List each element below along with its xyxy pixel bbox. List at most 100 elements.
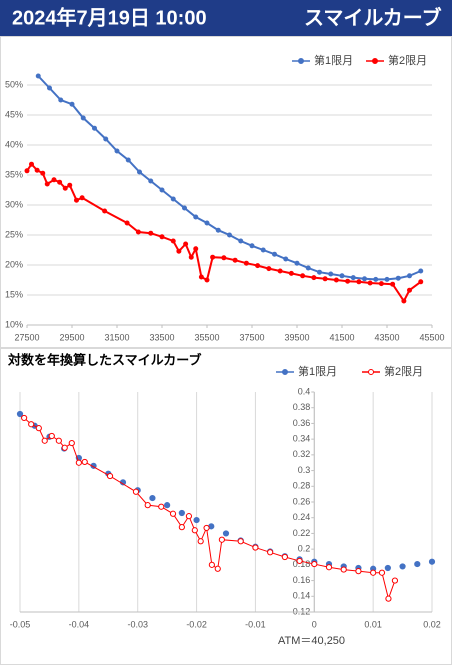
data-point <box>114 148 120 154</box>
data-point <box>75 459 82 466</box>
data-point <box>325 564 333 571</box>
data-point <box>222 530 230 537</box>
data-point <box>373 276 379 282</box>
data-point <box>204 220 210 226</box>
data-point <box>178 524 185 531</box>
data-point <box>322 276 328 282</box>
data-point <box>193 516 200 524</box>
data-point <box>170 238 176 244</box>
data-point <box>221 255 227 261</box>
data-point <box>103 136 109 142</box>
series-line <box>23 417 396 601</box>
data-point <box>135 229 141 235</box>
data-point <box>391 577 399 584</box>
data-point <box>170 196 176 202</box>
data-point <box>218 536 225 543</box>
data-point <box>182 205 187 211</box>
data-point <box>232 257 238 263</box>
data-point <box>102 208 108 214</box>
data-point <box>277 268 283 274</box>
x-tick-label: 45500 <box>419 332 444 342</box>
data-point <box>296 557 303 565</box>
data-point <box>67 182 73 188</box>
data-point <box>384 564 391 572</box>
data-point <box>35 425 42 432</box>
data-point <box>384 276 390 282</box>
x-tick-label: 41500 <box>329 332 354 342</box>
data-point <box>193 246 199 252</box>
data-point <box>414 560 421 568</box>
data-point <box>132 488 140 495</box>
y-tick-label: 20% <box>5 259 23 269</box>
data-point <box>29 161 34 167</box>
header-date: 2024年7月19日 10:00 <box>12 5 207 29</box>
data-point <box>55 437 62 444</box>
header-title: スマイルカーブ <box>304 5 442 29</box>
data-point <box>333 277 339 283</box>
data-point <box>311 560 318 568</box>
y-tick-label: 0.3 <box>298 465 311 475</box>
data-point <box>214 565 221 572</box>
data-point <box>34 167 40 173</box>
data-point <box>385 595 392 602</box>
x-tick-label: 31500 <box>104 332 129 342</box>
chart-title: 対数を年換算したスマイルカーブ <box>7 352 201 367</box>
data-point <box>203 524 210 532</box>
data-point <box>294 260 300 266</box>
data-point <box>367 280 373 286</box>
data-point <box>68 439 75 447</box>
data-point <box>204 277 210 283</box>
data-point <box>21 414 28 422</box>
y-tick-label: 0.38 <box>293 402 311 412</box>
data-point <box>44 181 50 187</box>
data-point <box>79 195 85 201</box>
legend-label: 第2限月 <box>388 53 427 67</box>
data-point <box>311 275 317 281</box>
data-point <box>208 561 215 568</box>
y-tick-label: 0.14 <box>293 591 311 601</box>
data-point <box>272 251 277 257</box>
data-point <box>125 157 131 163</box>
data-point <box>355 568 362 575</box>
data-point <box>137 169 142 175</box>
data-point <box>188 254 194 260</box>
data-point <box>399 563 406 570</box>
data-point <box>418 279 424 285</box>
data-point <box>159 234 165 240</box>
legend-label: 第1限月 <box>298 364 337 378</box>
data-point <box>40 170 46 176</box>
data-point <box>164 502 171 509</box>
x-tick-label: 0 <box>312 619 317 629</box>
y-tick-label: 30% <box>5 199 23 209</box>
legend-marker <box>368 369 374 375</box>
y-tick-label: 0.18 <box>293 559 311 569</box>
data-point <box>378 281 384 287</box>
series-line <box>37 75 422 281</box>
y-tick-label: 0.32 <box>293 449 311 459</box>
y-tick-label: 0.34 <box>293 434 311 444</box>
data-point <box>428 558 436 565</box>
data-point <box>62 185 68 191</box>
x-tick-label: 39500 <box>284 332 309 342</box>
data-point <box>185 513 193 520</box>
y-tick-label: 40% <box>5 139 23 149</box>
data-point <box>350 275 356 281</box>
data-point <box>305 265 311 271</box>
data-point <box>191 527 198 534</box>
x-tick-label: -0.04 <box>69 619 90 629</box>
data-point <box>176 248 182 254</box>
data-point <box>300 273 306 279</box>
x-tick-label: -0.01 <box>245 619 266 629</box>
data-point <box>149 494 156 502</box>
data-point <box>51 177 57 183</box>
y-tick-label: 50% <box>5 79 23 89</box>
data-point <box>339 273 345 279</box>
data-point <box>243 260 249 266</box>
annotation: ATM＝40,250 <box>278 635 345 647</box>
data-point <box>237 538 244 545</box>
data-point <box>80 115 86 121</box>
legend-label: 第2限月 <box>384 364 423 378</box>
x-tick-label: 0.01 <box>364 619 382 629</box>
y-tick-label: 0.24 <box>293 512 311 522</box>
x-tick-label: 0.02 <box>423 619 441 629</box>
